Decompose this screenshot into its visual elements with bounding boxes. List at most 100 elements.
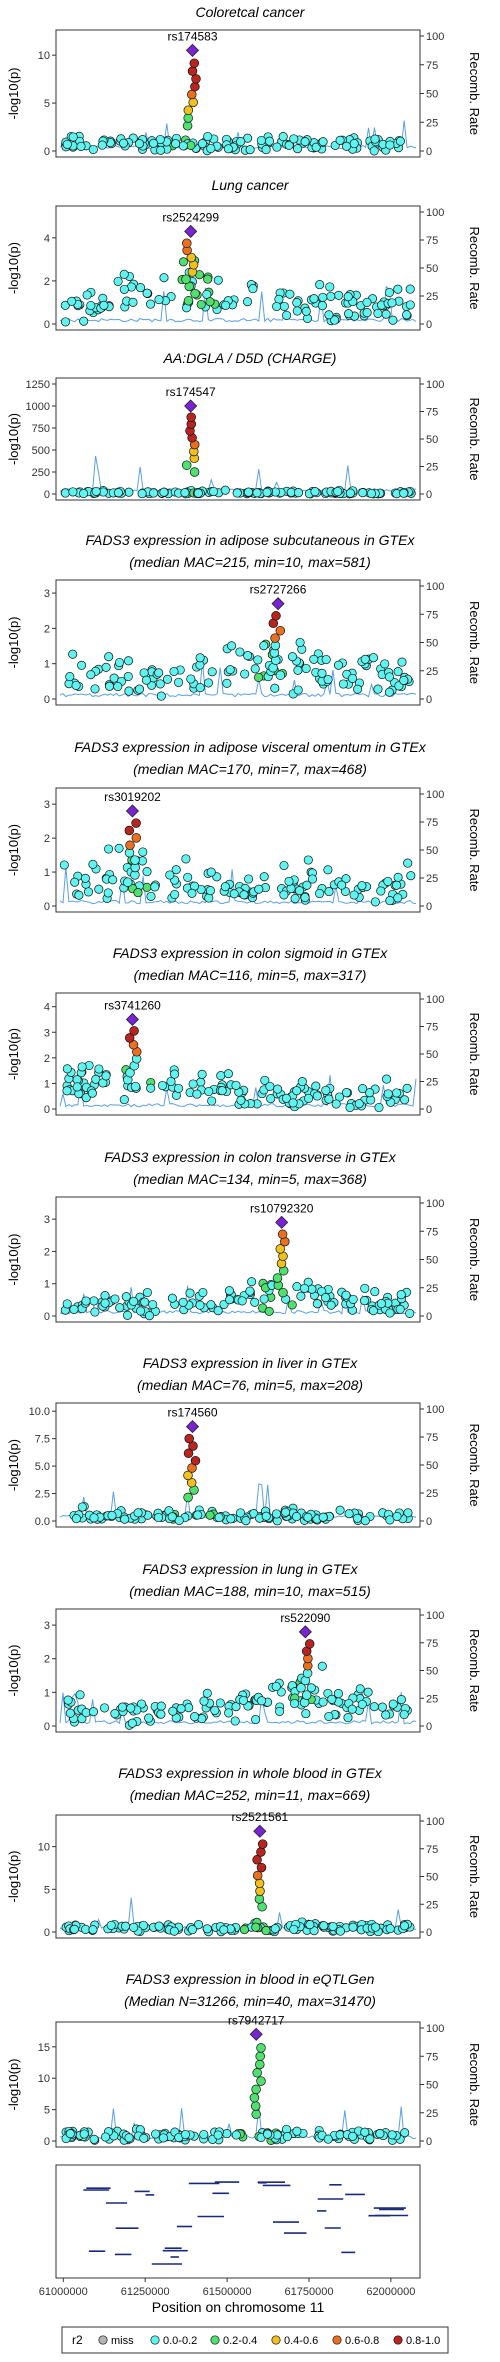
snp-point xyxy=(290,1925,298,1933)
y-tick-label: 250 xyxy=(32,467,50,479)
snp-point-ld xyxy=(253,1855,262,1864)
snp-point xyxy=(262,145,270,153)
snp-point xyxy=(223,2129,231,2137)
snp-point xyxy=(211,1706,219,1714)
snp-point xyxy=(120,1095,128,1103)
y2-tick-label: 50 xyxy=(426,1460,438,1472)
snp-point-ld xyxy=(184,1493,193,1502)
snp-point-ld xyxy=(184,106,193,115)
snp-point xyxy=(88,1089,96,1097)
snp-point xyxy=(302,664,310,672)
y-tick-label: 750 xyxy=(32,423,50,435)
snp-point xyxy=(206,298,214,306)
snp-point xyxy=(66,1709,74,1717)
recomb-line xyxy=(60,456,416,492)
snp-point xyxy=(160,488,168,496)
snp-point-ld xyxy=(257,2044,266,2053)
x-tick-label: 61500000 xyxy=(203,2286,252,2298)
x-tick-label: 61000000 xyxy=(39,2286,88,2298)
snp-point xyxy=(327,1301,335,1309)
snp-point xyxy=(100,1704,108,1712)
y2-tick-label: 100 xyxy=(426,994,444,1006)
snp-point-ld xyxy=(182,275,191,284)
snp-point-ld xyxy=(188,67,197,76)
snp-point xyxy=(265,137,273,145)
snp-point xyxy=(107,1921,115,1929)
legend-label: miss xyxy=(111,2335,134,2347)
snp-point xyxy=(377,887,385,895)
y-tick-label: 3 xyxy=(44,799,50,811)
snp-point xyxy=(388,2131,396,2139)
snp-point xyxy=(321,1293,329,1301)
y-axis-title: -log10(p) xyxy=(6,67,21,119)
lead-snp-label: rs522090 xyxy=(280,1611,330,1625)
snp-point xyxy=(196,683,204,691)
y2-tick-label: 100 xyxy=(426,207,444,219)
lead-snp-label: rs174560 xyxy=(167,1406,217,1420)
snp-point xyxy=(80,317,88,325)
snp-point xyxy=(283,2132,291,2140)
y-tick-label: 2 xyxy=(44,1053,50,1065)
snp-point-ld xyxy=(255,1895,264,1904)
snp-point xyxy=(398,658,406,666)
snp-point xyxy=(251,665,259,673)
snp-point xyxy=(313,1092,321,1100)
y2-tick-label: 75 xyxy=(426,1844,438,1856)
snp-point xyxy=(325,1095,333,1103)
snp-point-ld xyxy=(191,82,200,91)
snp-point xyxy=(371,1287,379,1295)
panel-title: FADS3 expression in colon sigmoid in GTE… xyxy=(113,945,388,961)
snp-point xyxy=(140,2134,148,2142)
snp-point xyxy=(400,1710,408,1718)
lead-snp-diamond xyxy=(185,400,197,412)
snp-point xyxy=(190,1712,198,1720)
snp-point xyxy=(89,1926,97,1934)
lead-snp-label: rs3741260 xyxy=(104,998,161,1012)
snp-point xyxy=(188,889,196,897)
y-tick-label: 1 xyxy=(44,659,50,671)
panel-title: FADS3 expression in adipose subcutaneous… xyxy=(86,532,416,548)
snp-point xyxy=(400,676,408,684)
snp-point xyxy=(371,898,379,906)
snp-point xyxy=(80,2130,88,2138)
snp-point xyxy=(336,136,344,144)
y-tick-label: 0.0 xyxy=(35,1516,50,1528)
snp-point xyxy=(319,1698,327,1706)
snp-point xyxy=(280,861,288,869)
snp-point xyxy=(302,1709,310,1717)
snp-point xyxy=(156,680,164,688)
snp-point xyxy=(159,2134,167,2142)
snp-point xyxy=(394,894,402,902)
snp-point-ld xyxy=(189,98,198,107)
y2-tick-label: 75 xyxy=(426,1432,438,1444)
y2-tick-label: 50 xyxy=(426,2080,438,2092)
snp-point xyxy=(149,1300,157,1308)
y2-tick-label: 75 xyxy=(426,235,438,247)
snp-point xyxy=(170,1927,178,1935)
snp-point xyxy=(310,295,318,303)
snp-point xyxy=(322,655,330,663)
snp-point xyxy=(319,293,327,301)
snp-point xyxy=(334,1689,342,1697)
snp-point xyxy=(224,1070,232,1078)
snp-point xyxy=(328,1695,336,1703)
snp-point xyxy=(392,881,400,889)
snp-point xyxy=(216,1699,224,1707)
y-tick-label: 3 xyxy=(44,1620,50,1632)
snp-point xyxy=(217,1071,225,1079)
snp-point xyxy=(262,1512,270,1520)
snp-point xyxy=(392,1089,400,1097)
snp-point xyxy=(349,1923,357,1931)
snp-point xyxy=(384,1090,392,1098)
y2-axis-title: Recomb. Rate xyxy=(467,2043,482,2126)
snp-point xyxy=(266,1082,274,1090)
snp-point xyxy=(353,1514,361,1522)
snp-point xyxy=(361,1284,369,1292)
y2-tick-label: 25 xyxy=(426,1283,438,1295)
snp-point-ld xyxy=(302,1691,311,1700)
snp-point xyxy=(179,258,187,266)
snp-point xyxy=(63,140,71,148)
snp-point xyxy=(95,1065,103,1073)
snp-point xyxy=(168,1513,176,1521)
